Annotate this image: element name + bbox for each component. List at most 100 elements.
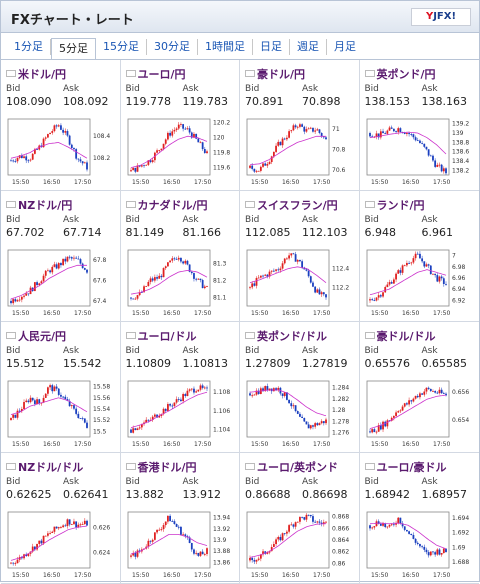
candle-body <box>68 135 71 145</box>
candle-body <box>396 270 399 274</box>
pair-card[interactable]: 人民元/円 Bid Ask 15.512 15.542 15.58 15.56 15.54 15… <box>1 322 121 453</box>
pair-name[interactable]: ユーロ/英ポンド <box>245 459 338 475</box>
candlestick-chart[interactable]: 112.4 112.2 15:50 16:50 17:50 <box>245 248 355 318</box>
candle-body <box>55 125 58 127</box>
pair-name[interactable]: 香港ドル/円 <box>125 459 197 475</box>
pair-name[interactable]: 豪ドル/ドル <box>364 328 436 344</box>
pair-card[interactable]: 香港ドル/円 Bid Ask 13.882 13.912 13.94 13.92 13.9 13… <box>120 453 240 584</box>
pair-name[interactable]: NZドル/ドル <box>6 459 83 475</box>
x-tick-label: 17:50 <box>74 572 91 579</box>
pair-card[interactable]: ユーロ/豪ドル Bid Ask 1.68942 1.68957 1.694 1.692 1.6… <box>359 453 479 584</box>
candle-body <box>144 164 147 166</box>
tab-0[interactable]: 1分足 <box>7 39 51 55</box>
pair-name[interactable]: 英ポンド/ドル <box>245 328 327 344</box>
candlestick-chart[interactable]: 1.108 1.106 1.104 15:50 16:50 17:50 <box>126 379 236 449</box>
candlestick-chart[interactable]: 1.284 1.282 1.28 1.278 1.276 15:50 16:50 17:50 <box>245 379 355 449</box>
ask-value: 138.163 <box>421 95 468 108</box>
candlestick-chart[interactable]: 1.694 1.692 1.69 1.688 15:50 16:50 17:50 <box>365 510 475 580</box>
pair-name[interactable]: スイスフラン/円 <box>245 197 338 213</box>
pair-name[interactable]: ユーロ/豪ドル <box>364 459 447 475</box>
candle-body <box>292 524 295 527</box>
candle-body <box>140 165 143 167</box>
candle-body <box>427 552 430 556</box>
candlestick-chart[interactable]: 108.4 108.2 15:50 16:50 17:50 <box>6 117 116 187</box>
candle-body <box>196 389 199 392</box>
candle-body <box>420 143 423 144</box>
tab-6[interactable]: 週足 <box>290 39 327 55</box>
pair-card[interactable]: 豪ドル/ドル Bid Ask 0.65576 0.65585 0.656 0.654 15:5… <box>359 322 479 453</box>
pair-name[interactable]: NZドル/円 <box>6 197 72 213</box>
candle-body <box>377 133 380 138</box>
pair-name[interactable]: カナダドル/円 <box>125 197 208 213</box>
candlestick-chart[interactable]: 120.2 120 119.8 119.6 15:50 16:50 17:50 <box>126 117 236 187</box>
pair-name[interactable]: ランド/円 <box>364 197 425 213</box>
candle-body <box>314 286 317 293</box>
pair-card[interactable]: ユーロ/円 Bid Ask 119.778 119.783 120.2 120 119.8 11… <box>120 60 240 191</box>
us-flag-icon <box>6 70 16 77</box>
moving-average-line <box>369 269 446 296</box>
candle-body <box>370 136 373 138</box>
pair-card[interactable]: 英ポンド/ドル Bid Ask 1.27809 1.27819 1.284 1.282 1.2… <box>240 322 360 453</box>
candle-body <box>303 126 306 132</box>
candle-body <box>23 402 25 410</box>
tab-7[interactable]: 月足 <box>334 40 356 53</box>
pair-name[interactable]: 米ドル/円 <box>6 66 66 82</box>
pair-name[interactable]: 英ポンド/円 <box>364 66 436 82</box>
candle-body <box>257 277 260 279</box>
candle-body <box>188 128 191 133</box>
pair-card[interactable]: 豪ドル/円 Bid Ask 70.891 70.898 71 70.8 70.6 15:50 16… <box>240 60 360 191</box>
candlestick-chart[interactable]: 0.868 0.866 0.864 0.862 0.86 15:50 16:50 17:50 <box>245 510 355 580</box>
pair-name[interactable]: 人民元/円 <box>6 328 66 344</box>
candle-body <box>385 526 388 528</box>
y-tick-label: 6.96 <box>452 275 466 282</box>
pair-name[interactable]: 豪ドル/円 <box>245 66 305 82</box>
candlestick-chart[interactable]: 81.3 81.2 81.1 15:50 16:50 17:50 <box>126 248 236 318</box>
candle-body <box>264 386 267 392</box>
candle-body <box>381 131 384 134</box>
tab-3[interactable]: 30分足 <box>147 39 198 55</box>
au-flag-icon <box>245 70 255 77</box>
candlestick-chart[interactable]: 139.2 139 138.8 138.6 138.4 138.2 15:50 16:50 17… <box>365 117 475 187</box>
pair-name[interactable]: ユーロ/ドル <box>125 328 197 344</box>
pair-card[interactable]: カナダドル/円 Bid Ask 81.149 81.166 81.3 81.2 81.1 15:… <box>120 191 240 322</box>
pair-card[interactable]: ランド/円 Bid Ask 6.948 6.961 7 6.98 6.96 6.94 6.92 15… <box>359 191 479 322</box>
candlestick-chart[interactable]: 67.8 67.6 67.4 15:50 16:50 17:50 <box>6 248 116 318</box>
candle-body <box>62 129 65 133</box>
candle-body <box>177 124 180 129</box>
tab-5[interactable]: 日足 <box>253 39 290 55</box>
y-tick-label: 13.88 <box>213 548 230 555</box>
candle-body <box>49 270 51 273</box>
candle-body <box>372 526 375 528</box>
candlestick-chart[interactable]: 13.94 13.92 13.9 13.88 13.86 15:50 16:50 17:50 <box>126 510 236 580</box>
candlestick-chart[interactable]: 71 70.8 70.6 15:50 16:50 17:50 <box>245 117 355 187</box>
pair-card[interactable]: ユーロ/ドル Bid Ask 1.10809 1.10813 1.108 1.106 1.10… <box>120 322 240 453</box>
candle-body <box>425 264 427 267</box>
x-tick-label: 15:50 <box>371 310 388 317</box>
tab-1[interactable]: 5分足 <box>51 38 96 60</box>
pair-card[interactable]: 米ドル/円 Bid Ask 108.090 108.092 108.4 108.2 15:50… <box>1 60 121 191</box>
candlestick-chart[interactable]: 15.58 15.56 15.54 15.52 15.5 15:50 16:50 17:50 <box>6 379 116 449</box>
candle-body <box>403 403 406 407</box>
candle-body <box>79 259 82 264</box>
candle-body <box>188 389 191 391</box>
candle-body <box>320 132 323 137</box>
pair-card[interactable]: NZドル/ドル Bid Ask 0.62625 0.62641 0.626 0.624 15:… <box>1 453 121 584</box>
candlestick-chart[interactable]: 7 6.98 6.96 6.94 6.92 15:50 16:50 17:50 <box>365 248 475 318</box>
candlestick-chart[interactable]: 0.656 0.654 15:50 16:50 17:50 <box>365 379 475 449</box>
pair-card[interactable]: スイスフラン/円 Bid Ask 112.085 112.103 112.4 112.2 15… <box>240 191 360 322</box>
x-tick-label: 15:50 <box>251 179 268 186</box>
pair-name[interactable]: ユーロ/円 <box>125 66 186 82</box>
candle-body <box>268 388 271 391</box>
candle-body <box>290 524 293 526</box>
pair-card[interactable]: NZドル/円 Bid Ask 67.702 67.714 67.8 67.6 67.4 15:5… <box>1 191 121 322</box>
candlestick-chart[interactable]: 0.626 0.624 15:50 16:50 17:50 <box>6 510 116 580</box>
brand-logo[interactable]: YJFX! <box>411 8 471 26</box>
candle-body <box>407 400 410 405</box>
candle-body <box>392 524 395 526</box>
tab-4[interactable]: 1時間足 <box>198 39 253 55</box>
candle-body <box>418 140 421 144</box>
pair-card[interactable]: 英ポンド/円 Bid Ask 138.153 138.163 139.2 139 138.8 1… <box>359 60 479 191</box>
x-tick-label: 16:50 <box>163 179 180 186</box>
pair-card[interactable]: ユーロ/英ポンド Bid Ask 0.86688 0.86698 0.868 0.866 0.… <box>240 453 360 584</box>
tab-2[interactable]: 15分足 <box>96 39 147 55</box>
